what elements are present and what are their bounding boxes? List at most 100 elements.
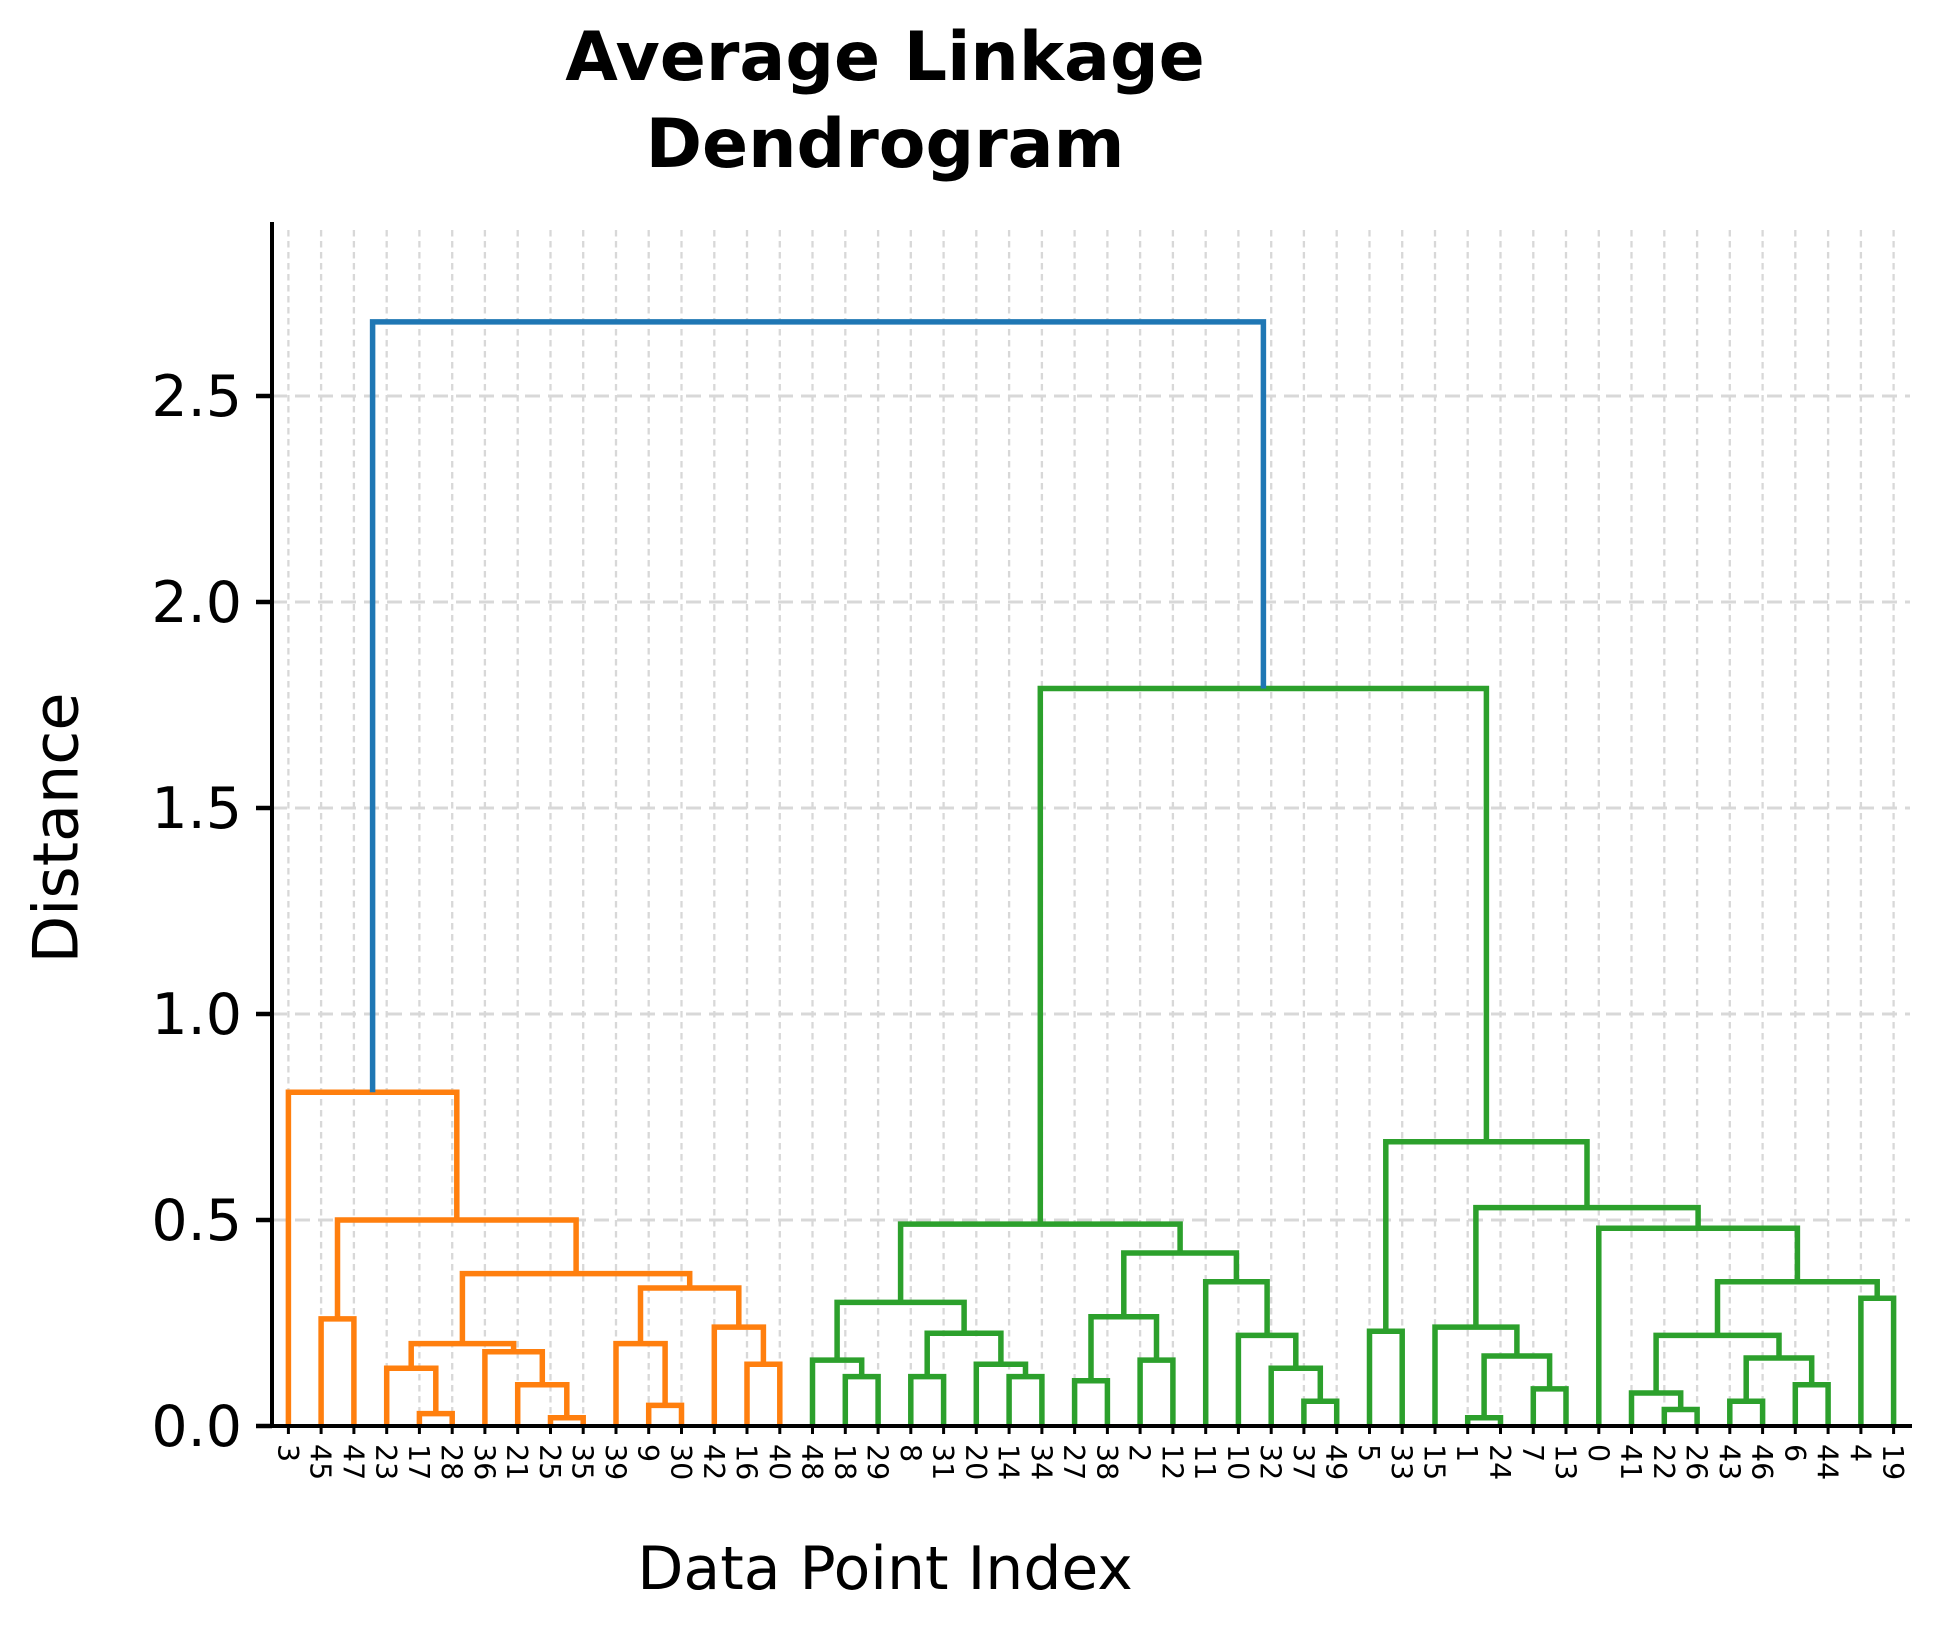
x-tick-label: 40 — [762, 1444, 795, 1480]
x-tick-label: 9 — [631, 1444, 664, 1462]
x-tick-label: 2 — [1123, 1444, 1156, 1462]
dendrogram-link — [809, 1357, 865, 1426]
x-tick-label: 47 — [336, 1444, 369, 1480]
x-tick-label: 29 — [861, 1444, 894, 1480]
x-tick-label: 23 — [369, 1444, 402, 1480]
x-tick-label: 12 — [1155, 1444, 1188, 1480]
x-tick-label: 11 — [1188, 1444, 1221, 1480]
x-tick-label: 18 — [828, 1444, 861, 1480]
y-tick-label: 0.0 — [151, 1394, 242, 1460]
dendrogram-link — [744, 1361, 783, 1426]
dendrogram-link — [1661, 1406, 1700, 1426]
x-tick-label: 20 — [959, 1444, 992, 1480]
x-tick-label: 33 — [1385, 1444, 1418, 1480]
dendrogram-link — [408, 1340, 517, 1369]
x-tick-label: 48 — [795, 1444, 828, 1480]
x-tick-label: 35 — [566, 1444, 599, 1480]
dendrogram-link — [1432, 1324, 1520, 1426]
chart-title-line2: Dendrogram — [645, 105, 1125, 185]
dendrogram-link — [1727, 1398, 1766, 1426]
dendrogram-link — [711, 1324, 767, 1426]
x-tick-label: 30 — [664, 1444, 697, 1480]
x-tick-label: 37 — [1286, 1444, 1319, 1480]
x-tick-label: 8 — [893, 1444, 926, 1462]
dendrogram-link — [369, 319, 1267, 1093]
x-tick-label: 0 — [1581, 1444, 1614, 1462]
dendrogram-link — [1383, 1138, 1590, 1332]
x-tick-label: 25 — [533, 1444, 566, 1480]
x-tick-label: 46 — [1745, 1444, 1778, 1480]
dendrogram-link — [383, 1365, 439, 1426]
x-tick-label: 5 — [1352, 1444, 1385, 1462]
dendrogram-link — [637, 1285, 742, 1344]
x-tick-label: 14 — [992, 1444, 1025, 1480]
chart-title-line1: Average Linkage — [565, 18, 1205, 97]
x-tick-label: 32 — [1254, 1444, 1287, 1480]
dendrogram-link — [1006, 1373, 1045, 1426]
dendrogram-link — [459, 1270, 693, 1344]
x-tick-label: 49 — [1319, 1444, 1352, 1480]
x-tick-label: 28 — [435, 1444, 468, 1480]
dendrogram-link — [1088, 1314, 1160, 1381]
y-axis-label: Distance — [19, 692, 93, 964]
x-tick-label: 16 — [730, 1444, 763, 1480]
dendrogram-link — [842, 1373, 881, 1426]
dendrogram-link — [482, 1349, 546, 1426]
dendrogram-link — [973, 1361, 1029, 1426]
dendrogram-link — [1792, 1382, 1831, 1426]
x-tick-label: 36 — [467, 1444, 500, 1480]
y-tick-label: 2.0 — [151, 570, 242, 636]
dendrogram-link — [1235, 1332, 1299, 1426]
x-tick-label: 15 — [1418, 1444, 1451, 1480]
y-tick-label: 2.5 — [151, 364, 242, 430]
x-tick-label: 6 — [1778, 1444, 1811, 1462]
x-tick-label: 41 — [1614, 1444, 1647, 1480]
x-tick-label: 31 — [926, 1444, 959, 1480]
x-tick-label: 7 — [1516, 1444, 1549, 1462]
dendrogram-link — [1301, 1398, 1340, 1426]
chart-title: Average Linkage Dendrogram — [565, 14, 1205, 188]
x-tick-label: 43 — [1712, 1444, 1745, 1480]
x-tick-label: 13 — [1549, 1444, 1582, 1480]
dendrogram-link — [318, 1316, 357, 1426]
x-tick-label: 45 — [304, 1444, 337, 1480]
dendrogram-link — [334, 1217, 579, 1319]
dendrogram-link — [1858, 1295, 1897, 1426]
x-tick-label: 34 — [1024, 1444, 1057, 1480]
x-tick-label: 24 — [1483, 1444, 1516, 1480]
x-tick-label: 39 — [599, 1444, 632, 1480]
dendrogram-link — [1714, 1279, 1880, 1336]
dendrogram-link — [908, 1373, 947, 1426]
x-tick-label: 3 — [271, 1444, 304, 1462]
dendrogram-link — [613, 1340, 668, 1426]
x-tick-label: 21 — [500, 1444, 533, 1480]
dendrogram-link — [285, 1089, 460, 1426]
dendrogram-link — [1530, 1386, 1569, 1426]
dendrogram-link — [1071, 1377, 1111, 1426]
y-tick-label: 1.5 — [151, 776, 242, 842]
x-tick-label: 19 — [1876, 1444, 1909, 1480]
dendrogram-link — [1137, 1357, 1176, 1426]
x-axis-label: Data Point Index — [637, 1534, 1133, 1604]
x-tick-label: 26 — [1680, 1444, 1713, 1480]
x-tick-label: 42 — [697, 1444, 730, 1480]
x-tick-label: 1 — [1450, 1444, 1483, 1462]
dendrogram-link — [1268, 1365, 1324, 1426]
dendrogram-link — [1653, 1332, 1782, 1393]
dendrogram-link — [924, 1330, 1004, 1377]
y-tick-label: 1.0 — [151, 982, 242, 1048]
dendrogram-link — [1743, 1355, 1815, 1402]
dendrogram-link — [1366, 1328, 1405, 1426]
x-tick-label: 22 — [1647, 1444, 1680, 1480]
x-tick-label: 27 — [1057, 1444, 1090, 1480]
x-tick-label: 17 — [402, 1444, 435, 1480]
y-tick-label: 0.5 — [151, 1188, 242, 1254]
x-tick-label: 44 — [1811, 1444, 1844, 1480]
dendrogram-link — [645, 1402, 685, 1426]
x-tick-label: 10 — [1221, 1444, 1254, 1480]
x-tick-label: 4 — [1843, 1444, 1876, 1462]
x-tick-label: 38 — [1090, 1444, 1123, 1480]
dendrogram-link — [1121, 1250, 1240, 1317]
